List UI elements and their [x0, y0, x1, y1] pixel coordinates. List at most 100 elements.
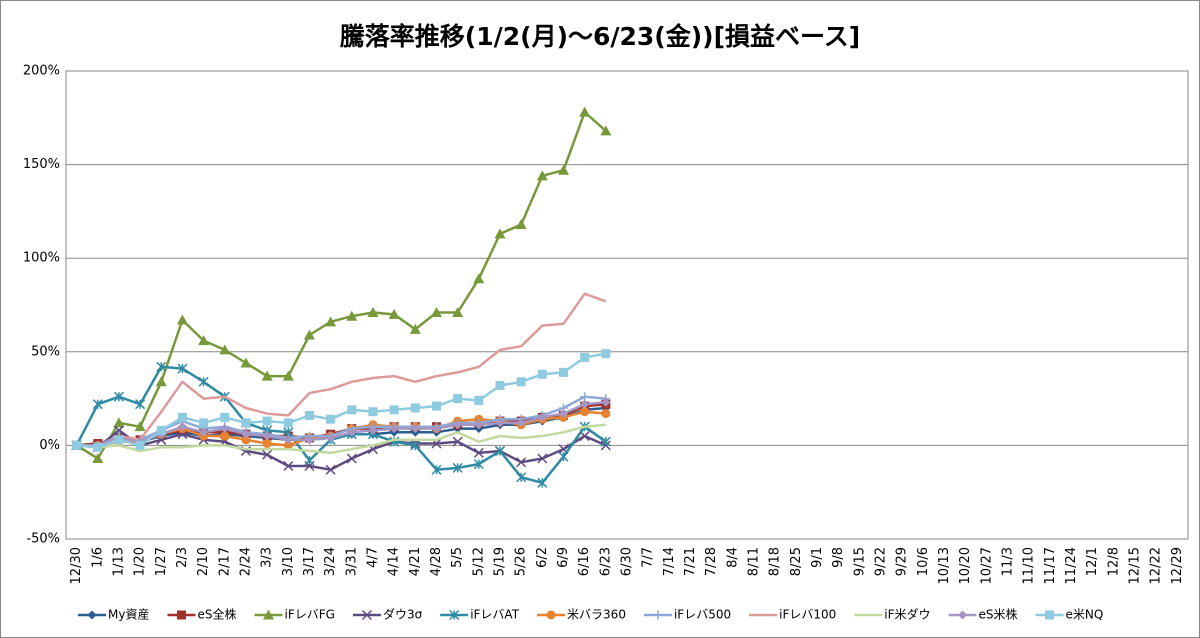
y-tick-label: 200%	[23, 64, 60, 79]
x-tick-label: 10/13	[937, 547, 952, 584]
x-tick-label: 7/28	[704, 547, 719, 576]
marker	[135, 399, 146, 410]
marker	[388, 308, 400, 319]
marker	[262, 439, 272, 449]
marker	[537, 369, 547, 379]
legend-label: eS全株	[197, 607, 236, 622]
marker	[389, 424, 399, 434]
x-tick-label: 8/18	[768, 547, 783, 576]
x-tick-label: 8/25	[789, 547, 804, 576]
x-tick-label: 12/1	[1085, 547, 1100, 576]
x-tick-label: 9/8	[831, 547, 846, 568]
x-tick-label: 5/12	[471, 547, 486, 576]
legend-item: eS米株	[948, 607, 1018, 622]
legend-item: e米NQ	[1035, 608, 1103, 622]
marker	[368, 425, 378, 435]
marker	[283, 435, 293, 445]
legend-marker	[176, 610, 186, 620]
marker	[262, 431, 272, 441]
x-tick-label: 9/29	[895, 547, 910, 576]
chart-title: 騰落率推移(1/2(月)〜6/23(金))[損益ベース]	[340, 22, 860, 51]
marker	[474, 420, 484, 430]
marker	[515, 219, 527, 230]
x-tick-label: 9/22	[874, 547, 889, 576]
marker	[452, 306, 464, 317]
marker	[241, 429, 251, 439]
marker	[303, 329, 315, 340]
x-tick-label: 2/17	[217, 547, 232, 576]
marker	[453, 394, 463, 404]
legend-item: 米バラ360	[537, 608, 626, 622]
y-tick-label: 50%	[31, 344, 60, 359]
x-tick-label: 2/24	[238, 547, 253, 576]
marker	[601, 397, 611, 407]
marker	[241, 435, 251, 445]
marker	[346, 310, 358, 321]
legend-label: iFレバ100	[779, 608, 836, 622]
marker	[92, 399, 103, 410]
legend-item: iFレバ500	[643, 608, 731, 622]
legend-marker	[87, 610, 97, 620]
marker	[367, 306, 379, 317]
x-tick-label: 1/13	[111, 547, 126, 576]
x-tick-label: 3/3	[260, 547, 275, 568]
marker	[474, 395, 484, 405]
marker	[473, 447, 484, 458]
marker	[557, 164, 569, 175]
x-tick-label: 12/15	[1128, 547, 1143, 584]
marker	[516, 472, 527, 483]
marker	[558, 409, 568, 419]
x-tick-label: 8/4	[725, 547, 740, 568]
series-line	[76, 292, 607, 449]
marker	[156, 425, 166, 435]
x-tick-label: 12/8	[1106, 547, 1121, 576]
x-tick-label: 12/30	[69, 547, 84, 584]
legend-item: iFレバ100	[749, 608, 836, 622]
marker	[113, 417, 125, 428]
marker	[494, 445, 506, 457]
legend-label: iF米ダウ	[884, 607, 930, 622]
x-tick-label: 6/9	[556, 547, 571, 568]
legend-label: My資産	[108, 607, 149, 622]
x-tick-label: 2/10	[196, 547, 211, 576]
marker	[262, 449, 273, 460]
marker	[93, 442, 103, 452]
x-tick-label: 5/26	[514, 547, 529, 576]
marker	[579, 106, 591, 117]
marker	[494, 228, 506, 239]
legend-label: iFレバFG	[284, 608, 334, 622]
marker	[283, 460, 294, 472]
marker	[495, 418, 505, 428]
x-tick-label: 11/24	[1064, 547, 1079, 584]
marker	[156, 361, 167, 372]
marker	[473, 273, 485, 284]
marker	[177, 422, 187, 432]
marker	[220, 412, 230, 422]
x-tick-label: 10/20	[958, 547, 973, 584]
marker	[368, 407, 378, 417]
marker	[558, 367, 568, 377]
legend-label: iFレバAT	[470, 608, 520, 622]
marker	[240, 357, 252, 368]
marker	[453, 420, 463, 430]
marker	[177, 412, 187, 422]
legend-item: ダウ3σ	[352, 607, 423, 622]
x-tick-label: 3/31	[344, 547, 359, 576]
x-tick-label: 5/5	[450, 547, 465, 568]
series-line	[76, 423, 606, 455]
marker	[262, 416, 272, 426]
legend-marker	[262, 609, 274, 620]
marker	[601, 349, 611, 359]
marker	[537, 477, 548, 488]
marker	[537, 453, 548, 464]
y-tick-label: 150%	[23, 157, 60, 172]
legend-label: eS米株	[979, 607, 1018, 622]
marker	[199, 418, 209, 428]
marker	[431, 464, 442, 475]
x-tick-label: 5/19	[492, 547, 507, 576]
marker	[409, 323, 421, 334]
legend-label: ダウ3σ	[383, 607, 423, 622]
legend-marker	[1045, 610, 1055, 620]
marker	[601, 409, 611, 419]
